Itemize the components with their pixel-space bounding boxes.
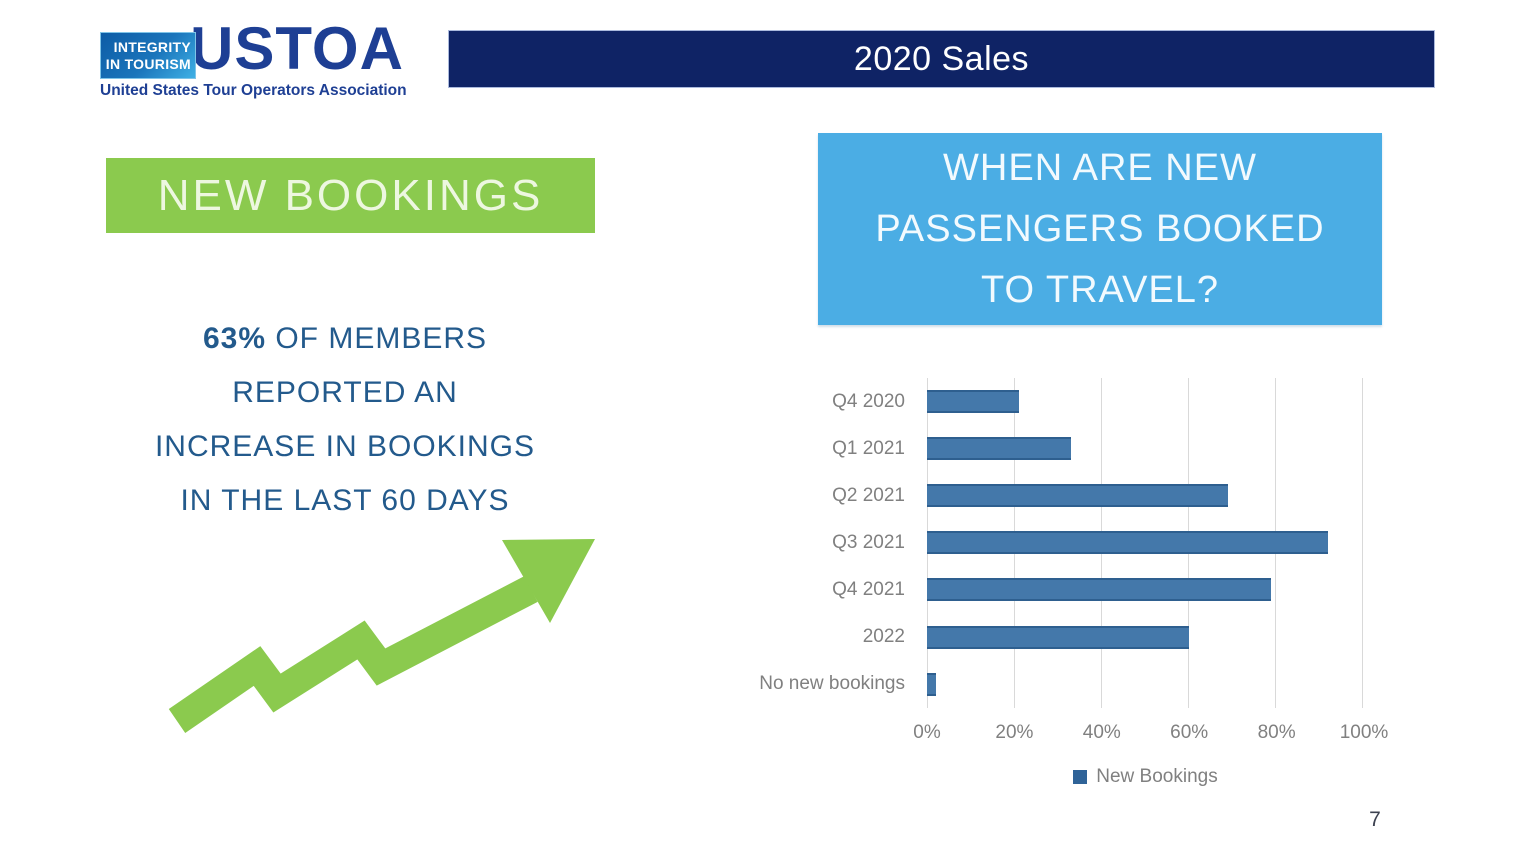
data-bar — [927, 578, 1272, 602]
chart-rows: Q4 2020 Q1 2021 Q2 2021 Q3 2021 Q4 2021 2022 N… — [745, 378, 1365, 708]
stat-text: 63% OF MEMBERS REPORTED AN INCREASE IN B… — [108, 312, 582, 528]
category-label: Q1 2021 — [832, 437, 905, 459]
chart-row: No new bookings — [745, 661, 1365, 708]
x-tick-label: 100% — [1339, 722, 1389, 743]
bar-track — [927, 484, 1363, 508]
stat-line-4: IN THE LAST 60 DAYS — [180, 484, 510, 517]
chart-title-box: WHEN ARE NEW PASSENGERS BOOKED TO TRAVEL… — [818, 133, 1382, 325]
category-label: Q2 2021 — [832, 484, 905, 506]
chart-row: Q4 2021 — [745, 566, 1365, 613]
badge-line2: IN TOURISM — [105, 55, 191, 72]
logo-tagline: United States Tour Operators Association — [100, 82, 407, 99]
data-bar — [927, 390, 1019, 414]
x-axis-tick-labels: 0% 20% 40% 60% 80% 100% — [913, 722, 1388, 746]
stat-line-2: REPORTED AN — [232, 376, 458, 409]
page-number: 7 — [1369, 808, 1381, 831]
chart-row: Q4 2020 — [745, 378, 1365, 425]
bar-track — [927, 437, 1363, 461]
bookings-bar-chart: Q4 2020 Q1 2021 Q2 2021 Q3 2021 Q4 2021 2022 N… — [745, 378, 1405, 808]
stat-line-1-rest: OF MEMBERS — [266, 322, 488, 355]
data-bar — [927, 625, 1189, 649]
badge-line1: INTEGRITY — [113, 38, 191, 55]
bar-track — [927, 625, 1363, 649]
question-line-2: PASSENGERS BOOKED — [875, 207, 1325, 250]
category-label: Q4 2021 — [832, 578, 905, 600]
x-tick-label: 0% — [913, 722, 941, 743]
data-bar — [927, 437, 1071, 461]
bar-track — [927, 578, 1363, 602]
question-line-1: WHEN ARE NEW — [943, 146, 1257, 189]
bar-track — [927, 531, 1363, 555]
upward-trend-arrow-icon — [165, 523, 610, 743]
category-label: Q3 2021 — [832, 531, 905, 553]
slide-title: 2020 Sales — [853, 39, 1030, 78]
chart-row: Q2 2021 — [745, 472, 1365, 519]
slide-title-bar: 2020 Sales — [448, 30, 1435, 88]
stat-line-3: INCREASE IN BOOKINGS — [154, 430, 536, 463]
chart-row: Q3 2021 — [745, 519, 1365, 566]
chart-row: Q1 2021 — [745, 425, 1365, 472]
integrity-in-tourism-badge: INTEGRITY IN TOURISM — [100, 32, 196, 79]
category-label: No new bookings — [759, 673, 905, 695]
chart-row: 2022 — [745, 613, 1365, 660]
stat-line-1: 63% OF MEMBERS — [108, 312, 582, 366]
new-bookings-banner: NEW BOOKINGS — [106, 158, 595, 233]
question-line-3: TO TRAVEL? — [980, 268, 1220, 311]
category-label: Q4 2020 — [832, 390, 905, 412]
data-bar — [927, 484, 1228, 508]
chart-legend: New Bookings — [927, 766, 1364, 788]
x-tick-label: 80% — [1257, 722, 1296, 743]
ustoa-logo: USTOA INTEGRITY IN TOURISM United States… — [100, 15, 407, 99]
legend-marker-icon — [1073, 770, 1088, 784]
category-label: 2022 — [862, 626, 905, 648]
stat-highlight: 63% — [202, 322, 267, 355]
bar-track — [927, 390, 1363, 414]
x-tick-label: 60% — [1170, 722, 1209, 743]
bar-track — [927, 672, 1363, 696]
data-bar — [927, 531, 1329, 555]
new-bookings-banner-label: NEW BOOKINGS — [157, 170, 544, 220]
logo-acronym: USTOA — [190, 15, 404, 82]
legend-label: New Bookings — [1096, 766, 1218, 787]
data-bar — [927, 672, 936, 696]
x-tick-label: 40% — [1082, 722, 1121, 743]
x-tick-label: 20% — [995, 722, 1034, 743]
